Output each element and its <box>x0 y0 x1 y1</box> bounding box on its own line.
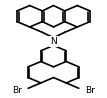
Text: Br: Br <box>12 86 22 95</box>
Text: N: N <box>50 37 57 46</box>
Text: Br: Br <box>85 86 95 95</box>
